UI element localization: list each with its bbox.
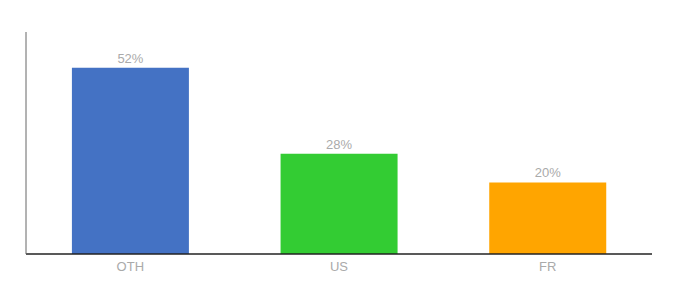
svg-text:OTH: OTH bbox=[117, 259, 144, 274]
svg-text:FR: FR bbox=[539, 259, 556, 274]
svg-text:28%: 28% bbox=[326, 137, 352, 152]
svg-text:52%: 52% bbox=[117, 51, 143, 66]
svg-text:US: US bbox=[330, 259, 348, 274]
svg-text:20%: 20% bbox=[535, 165, 561, 180]
